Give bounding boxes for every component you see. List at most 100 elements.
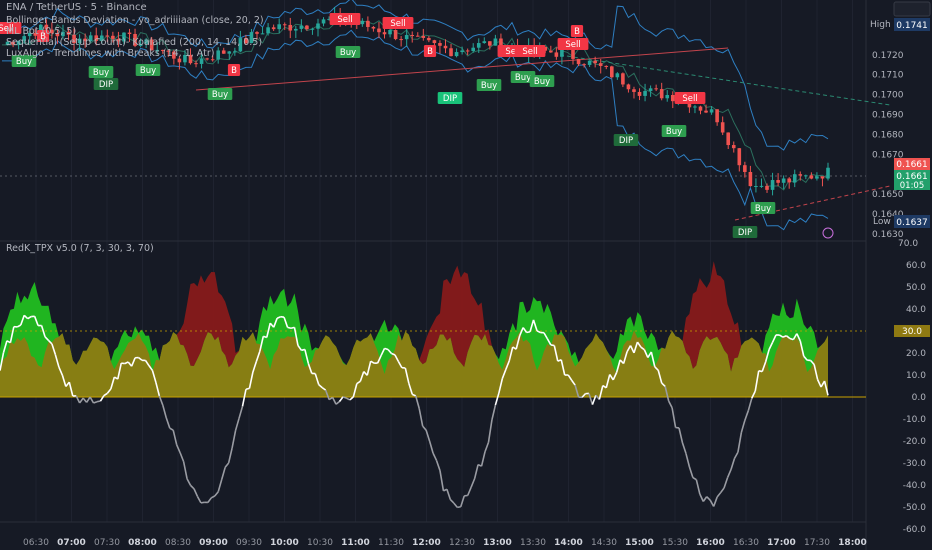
grid [0, 0, 867, 550]
tpx-line [96, 400, 101, 403]
tpx-line [265, 322, 272, 338]
candle-body [798, 174, 803, 176]
tpx-line [494, 392, 500, 406]
indicator-bollinger[interactable]: Bollinger Bands Deviation - yo_adriiiiaa… [6, 15, 264, 26]
candle-body [172, 51, 176, 59]
tpx-line [408, 382, 414, 395]
tpx-line [543, 332, 549, 340]
high-label: High [870, 20, 891, 30]
time-tick: 16:30 [733, 538, 759, 548]
low-value: 0.1637 [896, 218, 928, 228]
tpx-line [796, 333, 802, 342]
tpx-line [162, 405, 168, 419]
candle-body [266, 27, 270, 34]
tpx-line [117, 362, 123, 380]
symbol-title: ENA / TetherUS · 5 · Binance [6, 2, 147, 13]
tpx-line [54, 354, 60, 368]
candle-body [582, 64, 586, 66]
tpx-line [588, 393, 594, 405]
indicator-sequential[interactable]: Sequential (Setup Count)- Koalafied (200… [6, 37, 263, 48]
candle-body [50, 29, 54, 34]
tpx-line [394, 354, 400, 362]
candle-body [598, 63, 603, 66]
candle-body [382, 32, 387, 35]
tpx-line [387, 348, 393, 354]
tpx-line [453, 502, 458, 508]
tpx-line [287, 326, 292, 329]
tpx-line [380, 348, 386, 356]
tpx-line [612, 372, 618, 381]
time-tick: 07:30 [94, 538, 120, 548]
tpx-line [186, 478, 192, 486]
time-tick: 10:00 [270, 538, 299, 548]
candle-body [94, 35, 99, 41]
tpx-line [318, 384, 323, 389]
indicator-luxalgo[interactable]: LuxAlgo - Trendlines with Breaks (14, 1,… [6, 48, 215, 59]
osc-tick: 0.0 [912, 393, 927, 403]
time-tick: 10:30 [307, 538, 333, 548]
tpx-line [103, 392, 108, 397]
tpx-line [425, 429, 431, 442]
flash-icon [822, 227, 834, 239]
tpx-line [518, 327, 524, 337]
buy-tag-text: Buy [340, 48, 356, 58]
price-axis: 0.17200.17100.17000.16900.16800.16700.16… [870, 1, 931, 535]
dip-tag [93, 78, 119, 90]
candle-body [781, 178, 786, 183]
tpx-line [591, 394, 597, 405]
tpx-line [366, 360, 372, 376]
osc-highlight-value: 30.0 [902, 327, 922, 337]
tpx-line [712, 496, 718, 507]
tpx-line [505, 360, 511, 370]
candle-body [670, 94, 675, 102]
candle-body [83, 38, 87, 42]
tpx-line [356, 380, 361, 385]
tpx-line [581, 393, 587, 398]
candle-body [305, 25, 309, 30]
tpx-line [255, 351, 261, 362]
candle-body [621, 73, 625, 85]
tpx-line [0, 352, 5, 371]
candle-body [111, 35, 115, 39]
tpx-line [376, 355, 382, 364]
osc-tick: -10.0 [903, 415, 927, 425]
sell-tag [382, 17, 414, 29]
tpx-line [179, 452, 185, 462]
candle-body [731, 145, 736, 149]
tpx-line [331, 397, 337, 405]
tpx-line [640, 346, 645, 351]
tpx-line [570, 379, 576, 386]
tpx-line [155, 382, 161, 397]
candle-body [493, 38, 498, 46]
candle-body [77, 38, 82, 44]
indicator-ml-bot[interactable]: ML Bot (0.5, 5) [6, 26, 77, 37]
tpx-line [574, 384, 580, 398]
candle-body [787, 178, 791, 183]
tpx-line [484, 442, 490, 453]
candle-body [244, 38, 248, 44]
tpx-line [217, 479, 223, 492]
tpx-line [487, 419, 493, 443]
tpx-line [307, 363, 313, 374]
tpx-line [2, 340, 8, 353]
tpx-line [692, 476, 697, 481]
candle-body [576, 58, 581, 65]
candle-body [122, 32, 126, 42]
tpx-line [231, 430, 237, 449]
candle-body [415, 35, 420, 37]
bollinger-bands [2, 0, 829, 231]
candle-body [138, 43, 143, 46]
tpx-line [61, 374, 67, 387]
candle-body [432, 40, 437, 44]
tpx-line [272, 317, 278, 328]
tpx-line [220, 467, 226, 480]
tpx-line [200, 501, 205, 504]
time-tick: 13:30 [520, 538, 546, 548]
b-tag-text: B [231, 66, 237, 76]
tpx-line [79, 397, 84, 404]
candle-body [221, 50, 226, 54]
current-red-box [894, 158, 930, 170]
tpx-line [785, 335, 791, 340]
